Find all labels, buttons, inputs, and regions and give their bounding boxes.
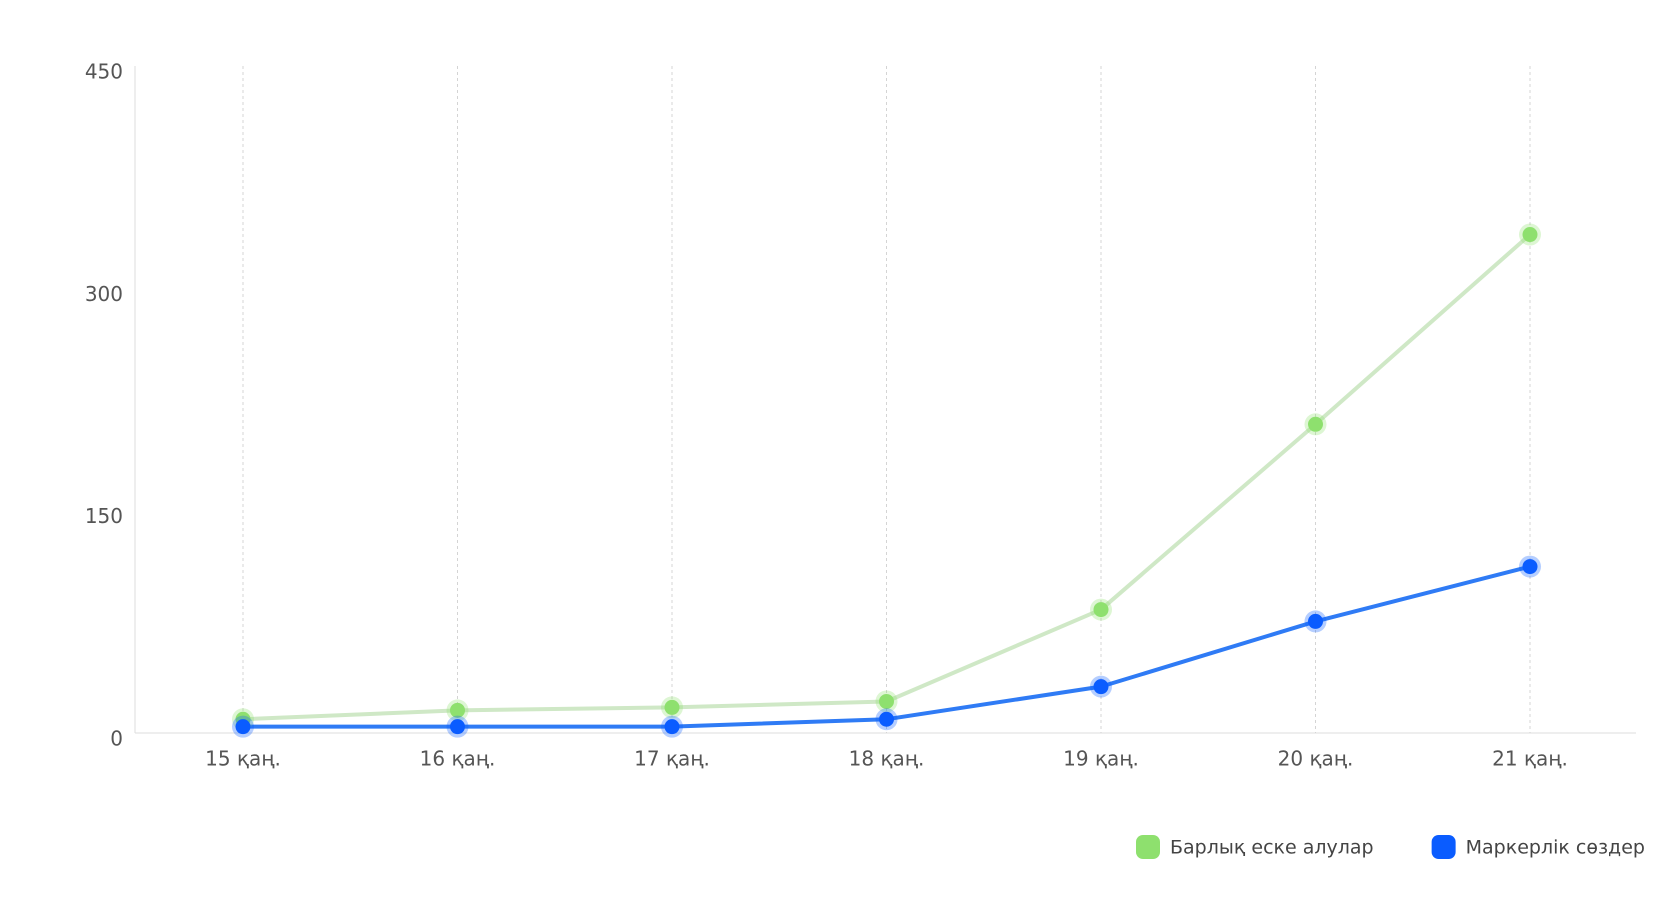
legend-label: Маркерлік сөздер [1466, 837, 1645, 859]
x-tick-label: 21 қаң. [1492, 747, 1568, 771]
x-tick-label: 18 қаң. [849, 747, 925, 771]
legend-label: Барлық еске алулар [1170, 837, 1374, 859]
data-point [450, 702, 465, 718]
data-point [235, 719, 251, 735]
data-point [879, 693, 894, 709]
x-tick-label: 15 қаң. [205, 747, 281, 771]
data-point [1093, 602, 1109, 618]
y-tick-label: 0 [110, 727, 123, 751]
legend-swatch [1136, 835, 1160, 859]
y-tick-label: 150 [85, 504, 123, 528]
data-point [664, 699, 680, 715]
x-tick-label: 20 қаң. [1278, 747, 1354, 771]
data-point [1093, 679, 1109, 695]
data-point [450, 719, 465, 735]
data-point [1308, 613, 1323, 629]
legend-swatch [1431, 835, 1456, 859]
x-tick-label: 17 қаң. [634, 747, 710, 771]
data-point [1522, 227, 1538, 243]
y-tick-label: 300 [85, 282, 123, 306]
x-tick-label: 16 қаң. [420, 747, 496, 771]
data-point [664, 719, 680, 735]
y-tick-label: 450 [85, 60, 123, 84]
x-tick-label: 19 қаң. [1063, 747, 1139, 771]
data-point [879, 711, 894, 727]
data-point [1308, 416, 1323, 432]
data-point [1522, 559, 1538, 575]
